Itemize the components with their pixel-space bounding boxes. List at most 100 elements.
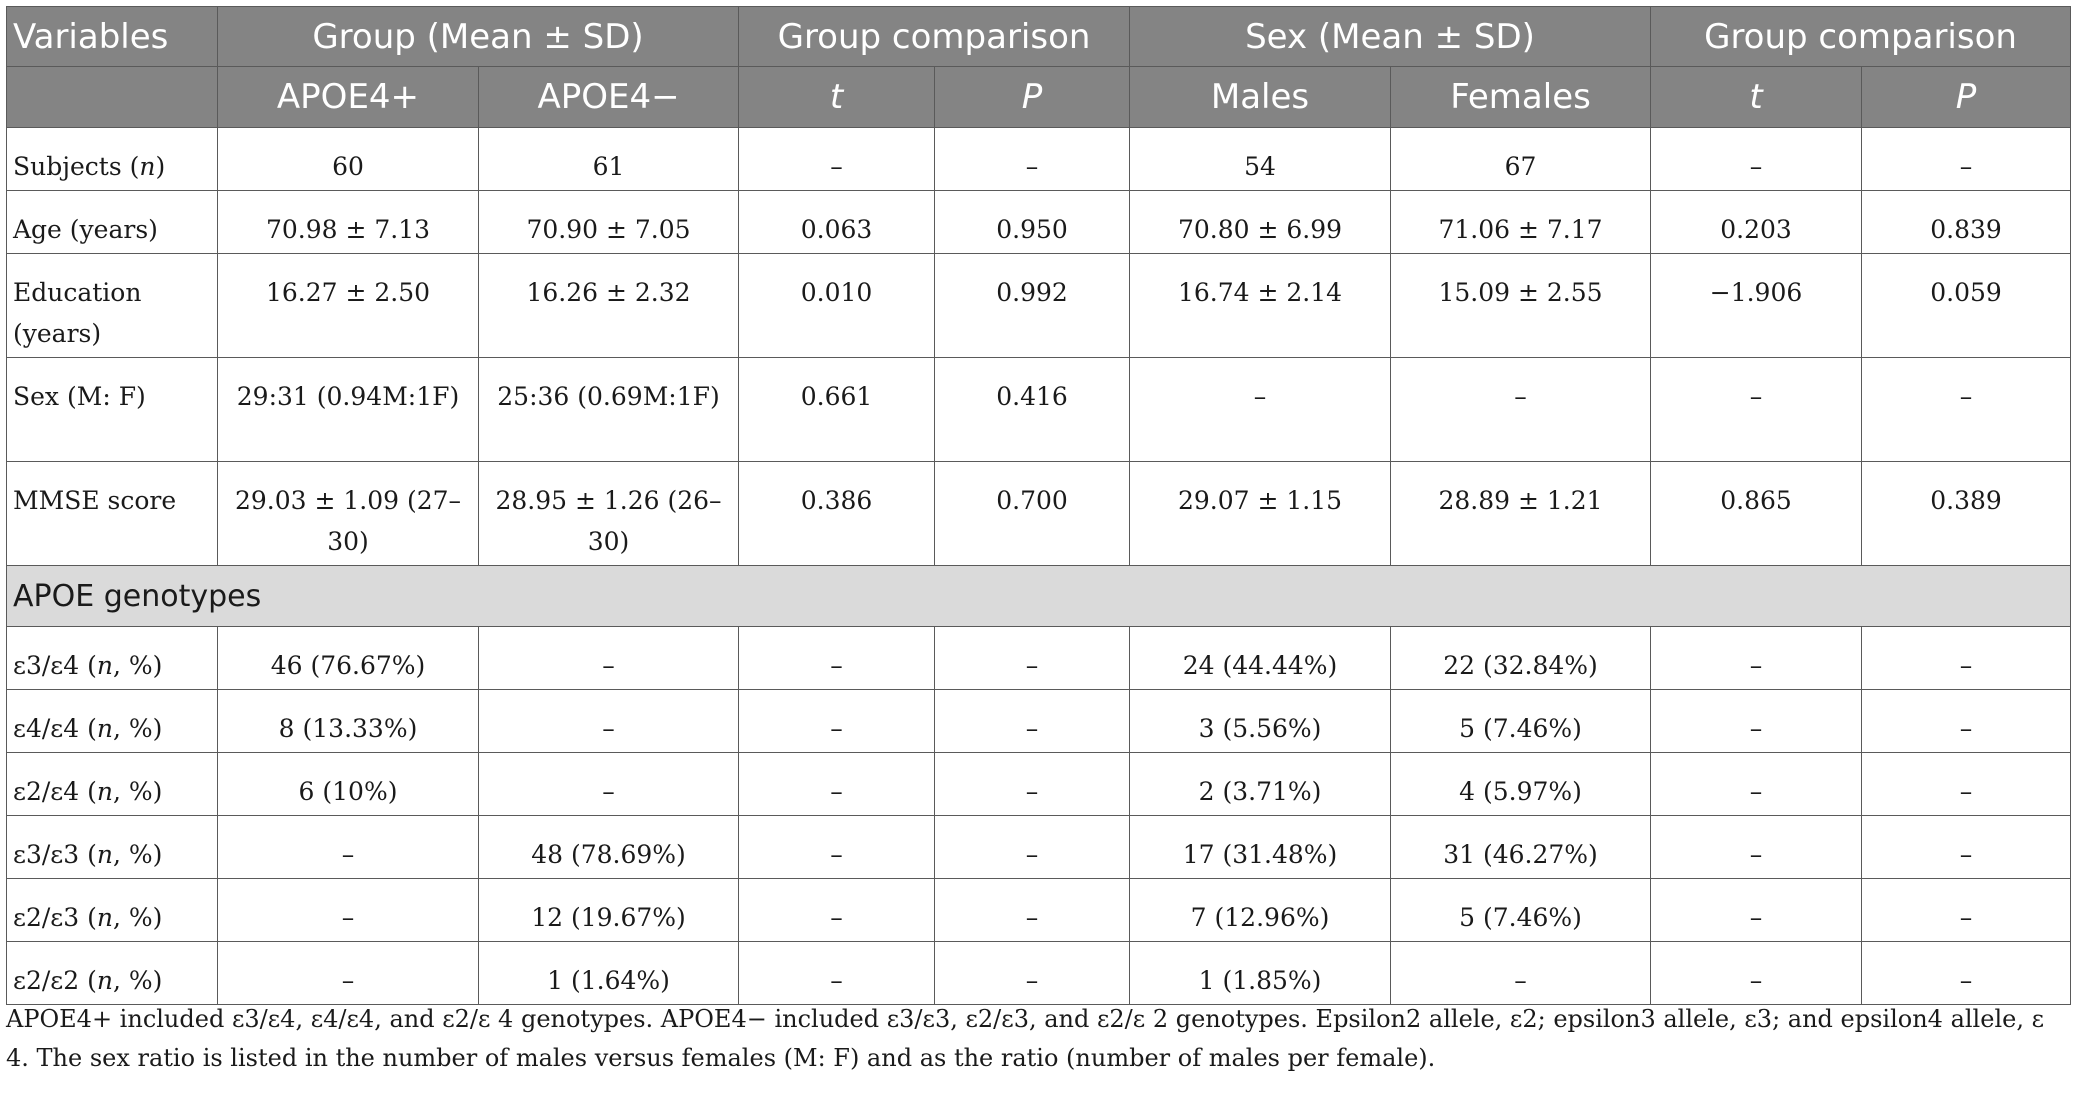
table-cell: – [738,941,936,1005]
table-cell: – [1861,357,2072,462]
subheader-apoe4-neg: APOE4− [477,66,740,128]
table-cell: – [1861,878,2072,942]
table-footnote: APOE4+ included ε3/ε4, ε4/ε4, and ε2/ε 4… [6,1005,2045,1072]
table-cell: – [738,689,936,753]
table-row: ε4/ε4 (n, %) 8 (13.33%) – – – 3 (5.56%) … [6,689,2072,753]
table-cell: 46 (76.67%) [217,626,479,690]
table-cell: 25:36 (0.69M:1F) [477,357,740,462]
table-cell: 7 (12.96%) [1129,878,1392,942]
table-cell: – [934,878,1131,942]
table-cell: – [738,127,936,191]
table-row: Sex (M: F) 29:31 (0.94M:1F) 25:36 (0.69M… [6,357,2072,462]
header-variables: Variables [6,6,218,67]
table-cell: 4 (5.97%) [1390,752,1652,816]
table-cell: 0.992 [934,253,1131,358]
header-sex-mean-sd: Sex (Mean ± SD) [1129,6,1652,67]
table-cell: – [1650,878,1863,942]
table-cell: – [1650,626,1863,690]
row-label: Education (years) [6,253,218,358]
table-cell: 0.661 [738,357,936,462]
table-cell: 22 (32.84%) [1390,626,1652,690]
section-label: APOE genotypes [5,565,2072,627]
row-label: ε3/ε4 (n, %) [6,626,218,690]
table-cell: 0.950 [934,190,1131,254]
table-cell: 61 [477,127,740,191]
table-cell: 0.386 [738,461,936,566]
table-row: Age (years) 70.98 ± 7.13 70.90 ± 7.05 0.… [6,190,2072,254]
table-cell: – [477,689,740,753]
table-cell: – [934,941,1131,1005]
table-cell: – [1861,689,2072,753]
table-cell: – [1650,752,1863,816]
table-row: ε2/ε2 (n, %) – 1 (1.64%) – – 1 (1.85%) –… [6,941,2072,1005]
table-cell: 8 (13.33%) [217,689,479,753]
row-label: Subjects (n) [6,127,218,191]
subheader-females: Females [1390,66,1652,128]
table-cell: 54 [1129,127,1392,191]
table-row: ε3/ε4 (n, %) 46 (76.67%) – – – 24 (44.44… [6,626,2072,690]
table-cell: – [738,626,936,690]
table-cell: 0.865 [1650,461,1863,566]
row-label: ε2/ε4 (n, %) [6,752,218,816]
table-cell: 0.203 [1650,190,1863,254]
table-cell: 0.700 [934,461,1131,566]
table-row: Subjects (n) 60 61 – – 54 67 – – [6,127,2072,191]
subheader-sex-t: t [1650,66,1863,128]
table-row: ε2/ε4 (n, %) 6 (10%) – – – 2 (3.71%) 4 (… [6,752,2072,816]
header-group-comparison: Group comparison [738,6,1131,67]
table-cell: – [1650,689,1863,753]
table-cell: – [934,689,1131,753]
table-body: Subjects (n) 60 61 – – 54 67 – – Age (ye… [5,127,2072,1005]
table-cell: 15.09 ± 2.55 [1390,253,1652,358]
table-cell: – [217,878,479,942]
table-cell: – [934,752,1131,816]
row-label: MMSE score [6,461,218,566]
table-cell: 5 (7.46%) [1390,878,1652,942]
table-cell: 12 (19.67%) [477,878,740,942]
table-cell: 60 [217,127,479,191]
table-cell: 1 (1.85%) [1129,941,1392,1005]
table-cell: – [1390,357,1652,462]
table-cell: 17 (31.48%) [1129,815,1392,879]
row-label: ε2/ε3 (n, %) [6,878,218,942]
table-cell: 0.839 [1861,190,2072,254]
header-group-mean-sd: Group (Mean ± SD) [216,6,740,67]
row-label: ε3/ε3 (n, %) [6,815,218,879]
table-cell: 0.059 [1861,253,2072,358]
table-cell: 29.03 ± 1.09 (27–30) [217,461,479,566]
table-cell: – [1861,127,2072,191]
table-row: MMSE score 29.03 ± 1.09 (27–30) 28.95 ± … [6,461,2072,566]
table-cell: 71.06 ± 7.17 [1390,190,1652,254]
table-cell: 70.90 ± 7.05 [477,190,740,254]
table-cell: – [1390,941,1652,1005]
table-cell: 16.26 ± 2.32 [477,253,740,358]
table-cell: 5 (7.46%) [1390,689,1652,753]
table-cell: −1.906 [1650,253,1863,358]
table-cell: 70.80 ± 6.99 [1129,190,1392,254]
table-cell: – [934,127,1131,191]
header-sex-comparison: Group comparison [1650,6,2072,67]
section-row: APOE genotypes [5,565,2072,627]
table-cell: – [1650,357,1863,462]
row-label: ε4/ε4 (n, %) [6,689,218,753]
table-cell: 48 (78.69%) [477,815,740,879]
table-cell: – [1861,941,2072,1005]
table-cell: 29:31 (0.94M:1F) [217,357,479,462]
subheader-apoe4-pos: APOE4+ [217,66,479,128]
table-cell: 3 (5.56%) [1129,689,1392,753]
table-cell: – [477,752,740,816]
table-cell: – [1650,127,1863,191]
subheader-males: Males [1129,66,1392,128]
row-label: ε2/ε2 (n, %) [6,941,218,1005]
table-cell: 28.89 ± 1.21 [1390,461,1652,566]
table-cell: – [1861,752,2072,816]
table-cell: – [934,626,1131,690]
table-cell: – [1650,815,1863,879]
table-row: ε3/ε3 (n, %) – 48 (78.69%) – – 17 (31.48… [6,815,2072,879]
table-cell: – [1129,357,1392,462]
table-cell: – [934,815,1131,879]
subheader-row: APOE4+ APOE4− t P Males Females t P [6,66,2072,128]
table-cell: 0.389 [1861,461,2072,566]
subheader-group-t: t [738,66,936,128]
header-row: Variables Group (Mean ± SD) Group compar… [6,6,2072,67]
